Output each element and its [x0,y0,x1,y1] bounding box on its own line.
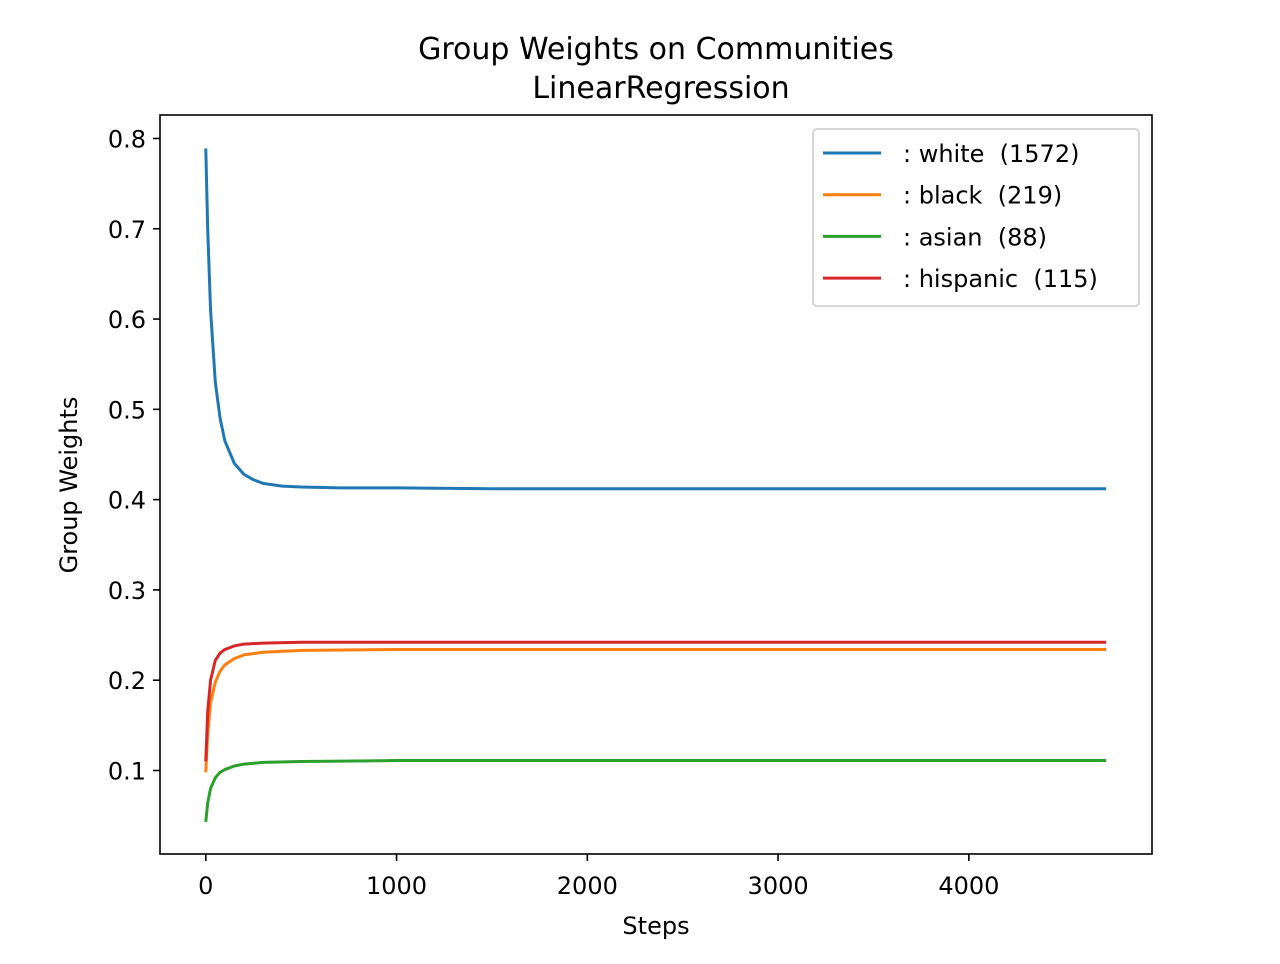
legend-label-2: : asian (88) [903,223,1047,251]
y-tick-label: 0.1 [108,757,146,785]
y-tick-label: 0.8 [108,125,146,153]
x-axis-label: Steps [622,912,689,940]
y-tick-label: 0.2 [108,667,146,695]
x-tick-label: 2000 [557,872,618,900]
legend-label-0: : white (1572) [903,140,1079,168]
y-axis-label: Group Weights [55,397,83,574]
x-tick-label: 3000 [748,872,809,900]
series-line-1 [204,648,1107,773]
axes-frame [159,114,1153,855]
chart-subtitle: LinearRegression [532,71,789,106]
y-tick-label: 0.7 [108,216,146,244]
y-tick-label: 0.5 [108,396,146,424]
plot-area [204,148,1107,823]
y-tick-label: 0.6 [108,306,146,334]
x-tick-label: 0 [198,872,213,900]
legend-label-3: : hispanic (115) [903,265,1098,293]
series-line-0 [204,148,1107,491]
legend-box [812,128,1140,307]
y-tick-label: 0.4 [108,487,146,515]
axes-group: 0 1000 2000 3000 4000 0.1 0.2 0.3 0.4 0.5 0.6 0.7 0.… [108,114,1153,900]
x-tick-label: 1000 [366,872,427,900]
legend-label-1: : black (219) [903,182,1062,210]
y-tick-label: 0.3 [108,577,146,605]
legend: : white (1572) : black (219) : asian (88):… [812,128,1140,307]
x-tick-label: 4000 [938,872,999,900]
series-line-3 [204,640,1107,762]
series-line-2 [204,759,1107,823]
chart-title: Group Weights on Communities [418,32,894,67]
